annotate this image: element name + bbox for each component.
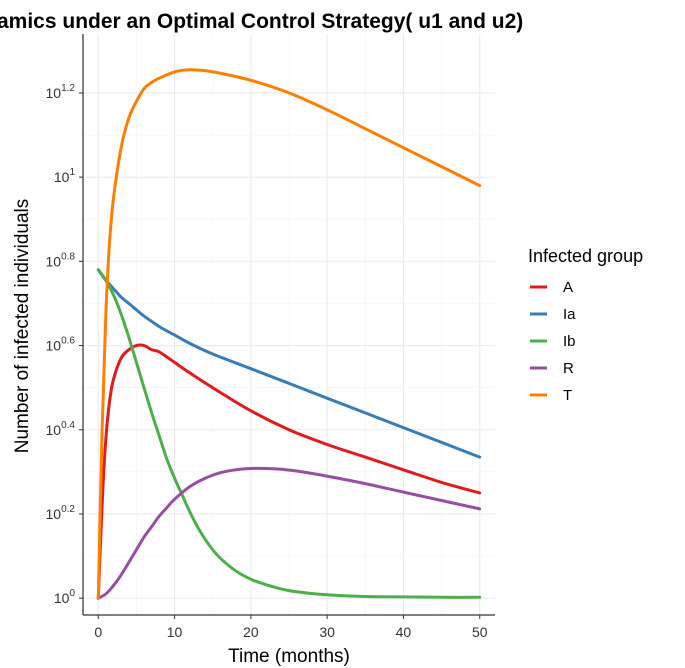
y-tick-label: 101: [54, 167, 76, 185]
series-line-ib: [96, 268, 482, 599]
legend-title: Infected group: [528, 246, 643, 266]
legend-label-ib: Ib: [563, 333, 576, 350]
legend-label-r: R: [563, 360, 574, 377]
x-tick-label: 30: [319, 624, 335, 640]
y-tick-label: 100.8: [46, 251, 76, 269]
legend-label-ia: Ia: [563, 306, 576, 323]
x-tick-label: 40: [396, 624, 412, 640]
y-tick-label: 100.6: [46, 336, 76, 354]
grid: [83, 34, 495, 615]
legend-label-t: T: [563, 387, 572, 404]
y-tick-label: 100.2: [46, 504, 76, 522]
y-ticks: 100 100.2 100.4 100.6 100.8 101 101.2: [46, 83, 83, 606]
x-tick-label: 50: [472, 624, 488, 640]
axes: [82, 34, 495, 616]
x-tick-label: 10: [167, 624, 183, 640]
x-ticks: 0 10 20 30 40 50: [94, 615, 488, 640]
x-tick-label: 20: [243, 624, 259, 640]
series-lines: [96, 68, 482, 600]
series-line-r: [96, 466, 482, 600]
series-line-t: [96, 68, 482, 600]
y-tick-label: 101.2: [46, 83, 76, 101]
x-tick-label: 0: [94, 624, 102, 640]
series-line-a: [96, 343, 482, 600]
x-axis-title: Time (months): [228, 646, 350, 667]
legend-label-a: A: [563, 279, 573, 296]
chart-title: amics under an Optimal Control Strategy(…: [0, 10, 523, 33]
y-tick-label: 100: [54, 588, 76, 606]
y-tick-label: 100.4: [46, 420, 76, 438]
series-line-ia: [96, 268, 482, 459]
y-axis-title: Number of infected individuals: [12, 199, 33, 454]
legend: Infected group A Ia Ib RT: [528, 246, 643, 404]
